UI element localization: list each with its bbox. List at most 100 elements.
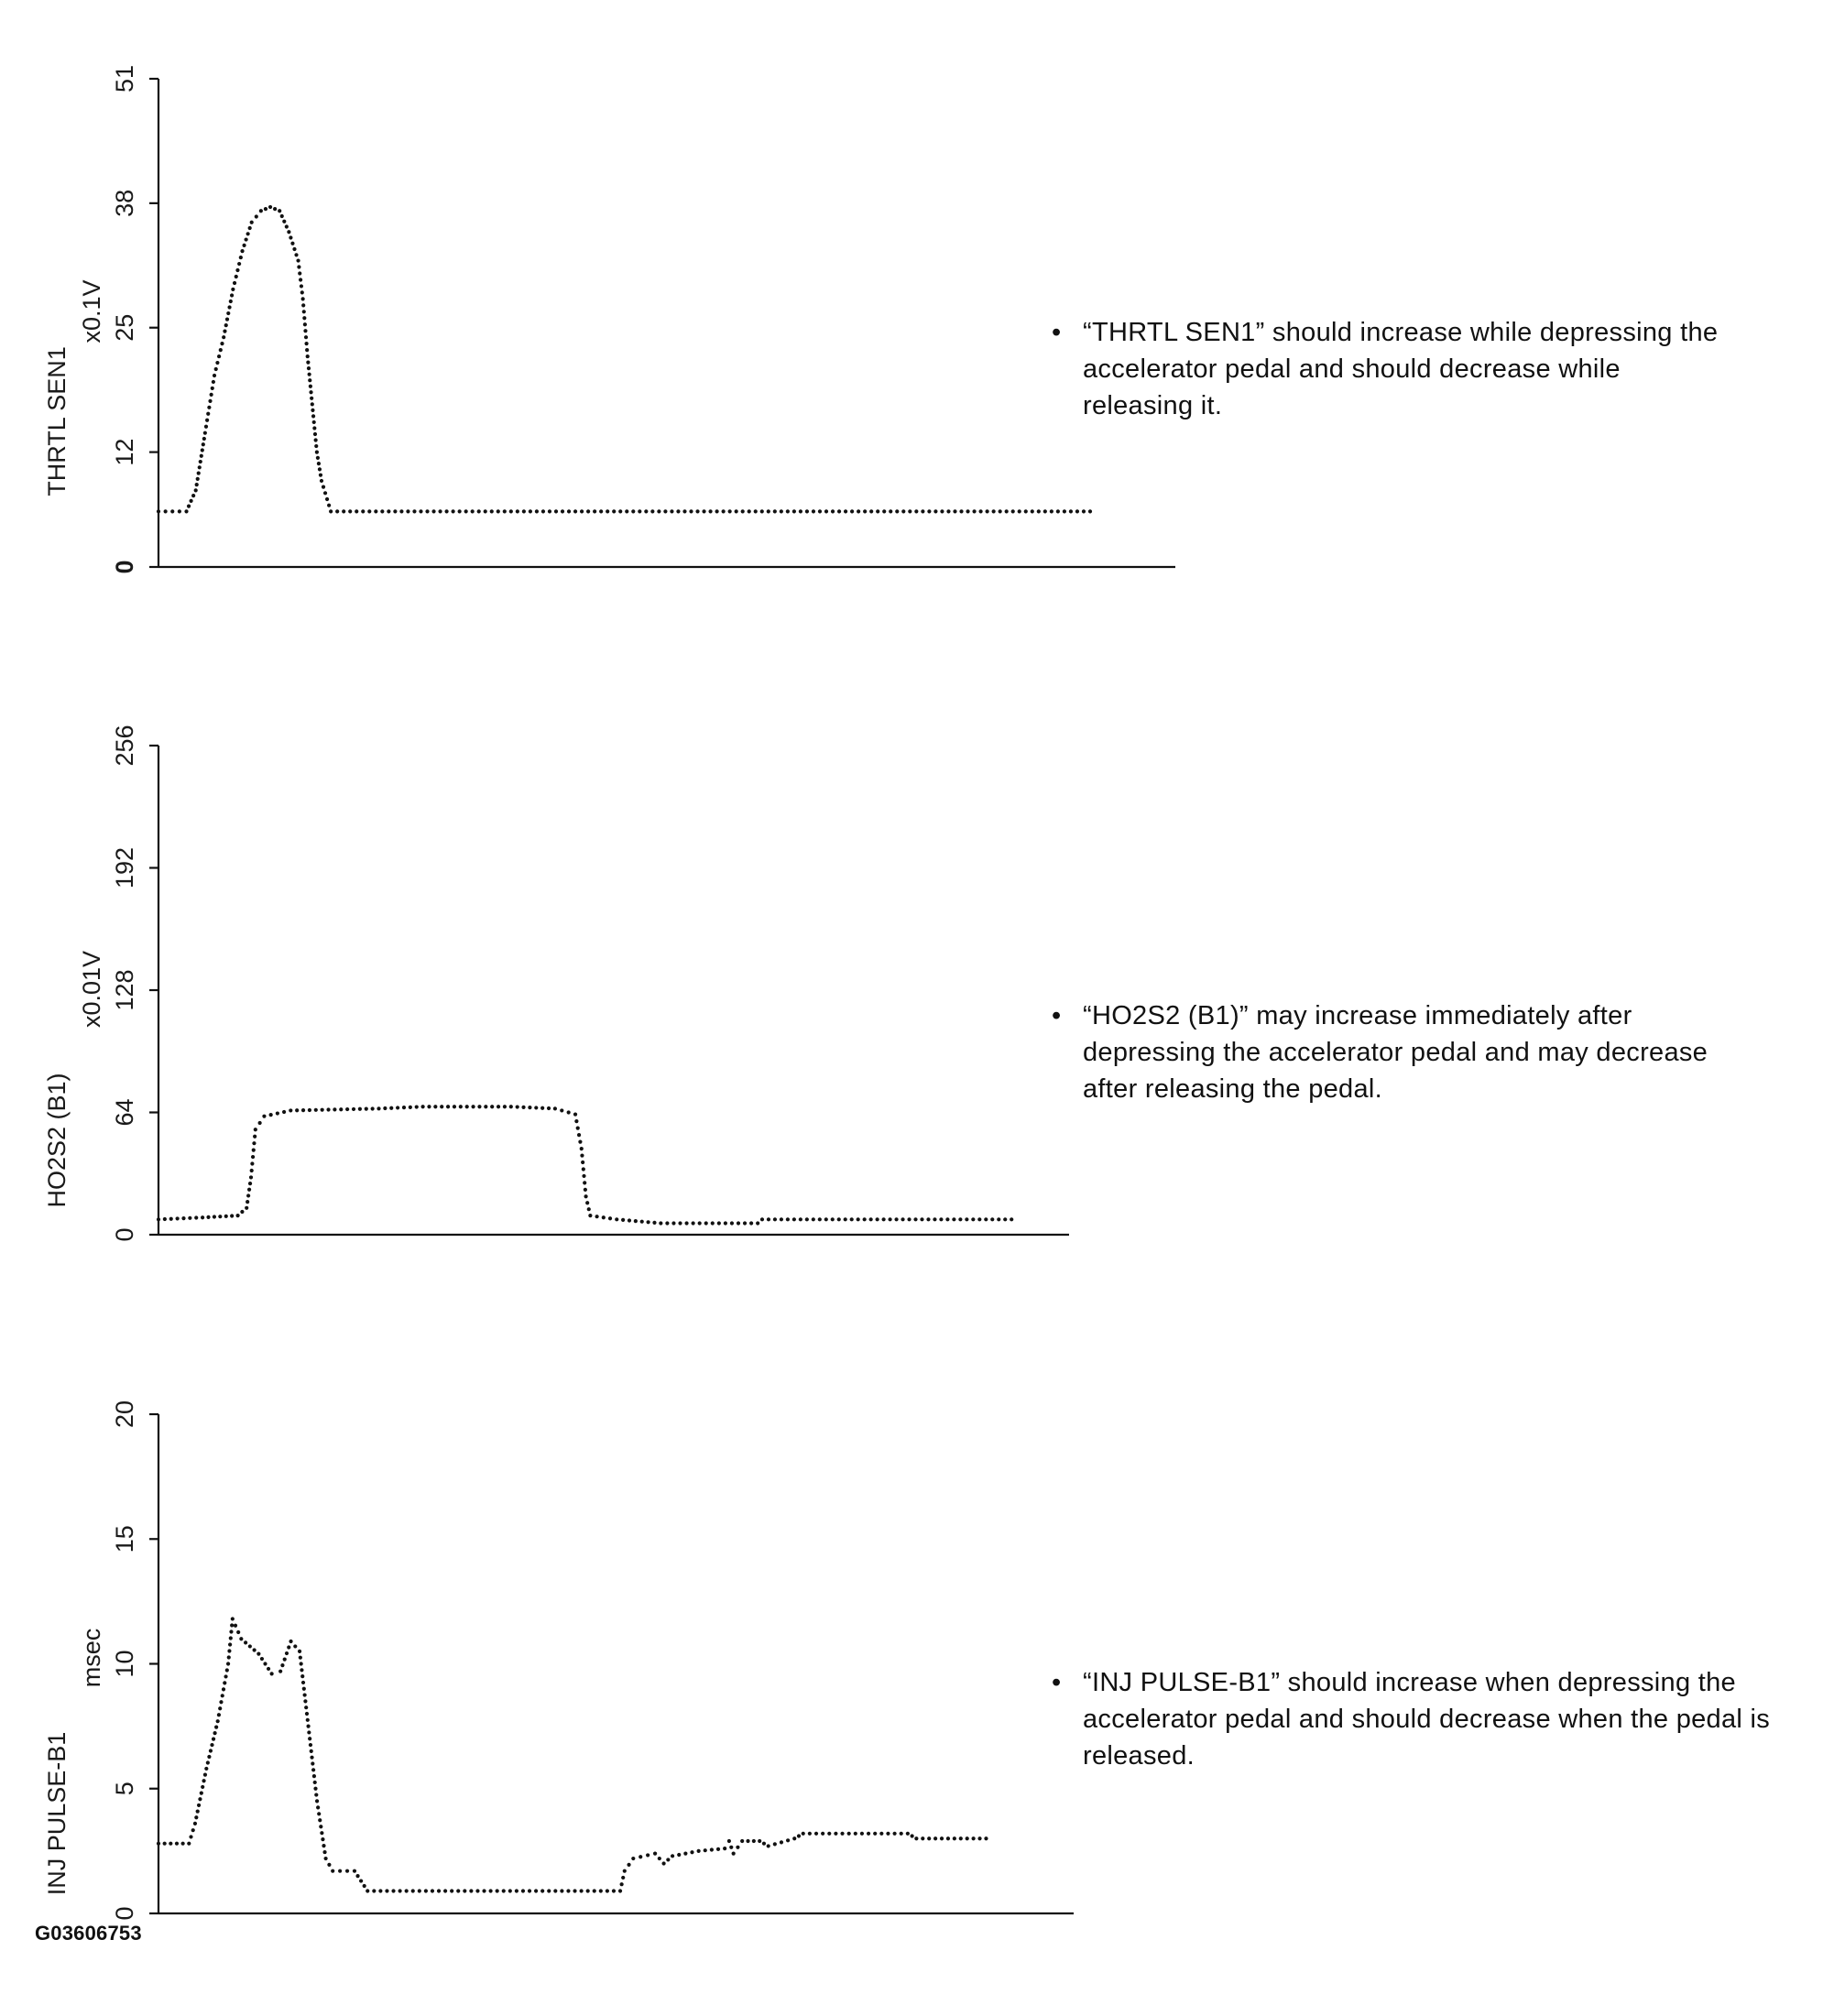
data-point <box>907 1217 912 1222</box>
data-point <box>378 1889 383 1893</box>
data-point <box>785 1838 791 1843</box>
data-point <box>219 1700 224 1705</box>
data-point <box>235 267 240 273</box>
data-point <box>383 1106 388 1111</box>
data-point <box>250 1161 255 1166</box>
data-point <box>785 1217 790 1222</box>
note-ho2s2-b1-text: “HO2S2 (B1)” may increase immediately af… <box>1083 1001 1708 1104</box>
data-point <box>197 465 202 470</box>
data-point <box>914 1836 919 1841</box>
data-point <box>857 509 861 514</box>
data-point <box>280 1663 285 1668</box>
data-point <box>566 509 572 514</box>
data-point <box>652 1220 657 1225</box>
y-axis-title: HO2S2 (B1) <box>43 1073 71 1207</box>
data-point <box>339 1107 344 1112</box>
data-point <box>226 1655 231 1660</box>
data-point <box>729 1845 734 1849</box>
data-point <box>314 450 319 454</box>
data-point <box>303 1699 308 1704</box>
data-point <box>240 249 245 254</box>
data-point <box>198 1797 202 1802</box>
data-point <box>249 220 254 224</box>
data-point <box>749 1221 754 1226</box>
bullet-icon: • <box>1052 318 1062 347</box>
data-point <box>311 414 316 419</box>
data-point <box>527 1889 532 1893</box>
data-point <box>619 1882 624 1887</box>
data-point <box>882 509 887 514</box>
data-point <box>879 1831 884 1836</box>
y-tick-label: 15 <box>111 1525 138 1553</box>
data-point <box>583 1181 587 1185</box>
data-point <box>267 204 273 210</box>
data-point <box>303 329 308 333</box>
data-point <box>302 316 307 321</box>
data-point <box>247 1181 253 1186</box>
data-point <box>401 1106 407 1110</box>
data-point <box>169 1841 173 1846</box>
data-point <box>598 1889 603 1893</box>
data-point <box>246 232 250 236</box>
data-point <box>740 509 745 514</box>
data-point <box>170 509 175 514</box>
data-point <box>708 509 713 514</box>
data-point <box>194 483 199 487</box>
data-point <box>419 509 423 514</box>
data-point <box>1049 509 1053 514</box>
data-point <box>399 509 404 514</box>
data-point <box>483 509 487 514</box>
data-point <box>311 408 315 412</box>
data-point <box>282 219 287 223</box>
data-point <box>552 1106 558 1111</box>
data-point <box>244 1640 248 1645</box>
data-point <box>326 1107 331 1112</box>
data-point <box>196 1803 202 1808</box>
data-point <box>175 1216 180 1221</box>
data-point <box>412 509 417 514</box>
data-point <box>684 1221 689 1226</box>
data-point <box>639 1855 643 1859</box>
y-tick-label: 38 <box>111 190 138 217</box>
y-tick-label: 0 <box>111 1906 138 1920</box>
data-point <box>715 509 719 514</box>
data-point <box>856 1217 860 1222</box>
data-point <box>611 1889 617 1893</box>
data-point <box>496 1105 501 1109</box>
data-point <box>231 287 235 292</box>
data-point <box>227 1649 232 1653</box>
chart-ho2s2-b1: 0 64 128 192 256 HO2S2 (B1) x0.01V <box>43 725 1069 1242</box>
data-point <box>1023 509 1028 514</box>
data-point <box>305 354 310 359</box>
data-point <box>355 509 359 514</box>
bullet-icon: • <box>1052 1668 1062 1697</box>
data-point <box>836 1217 841 1222</box>
data-point <box>905 1831 910 1836</box>
data-point <box>599 509 604 514</box>
data-point <box>404 1889 409 1893</box>
data-point <box>220 1694 224 1698</box>
data-point <box>306 366 311 371</box>
data-point <box>322 1844 326 1848</box>
data-point <box>304 342 309 346</box>
data-point <box>222 335 226 340</box>
data-point <box>208 1749 213 1753</box>
data-point <box>646 1853 650 1858</box>
data-point <box>652 1851 658 1856</box>
data-point <box>575 1126 580 1130</box>
data-point <box>696 1848 701 1853</box>
data-point <box>273 207 278 212</box>
data-point <box>444 509 449 514</box>
data-point <box>583 1187 587 1192</box>
y-axis-unit: msec <box>78 1629 105 1688</box>
data-point <box>300 1680 306 1685</box>
data-point <box>201 442 205 447</box>
y-tick-label: 25 <box>111 314 138 342</box>
data-point <box>315 455 321 460</box>
data-point <box>214 1725 219 1729</box>
data-point <box>731 1851 736 1856</box>
data-point <box>300 297 305 301</box>
data-point <box>690 1850 694 1855</box>
data-point <box>1030 509 1034 514</box>
data-point <box>212 373 217 378</box>
